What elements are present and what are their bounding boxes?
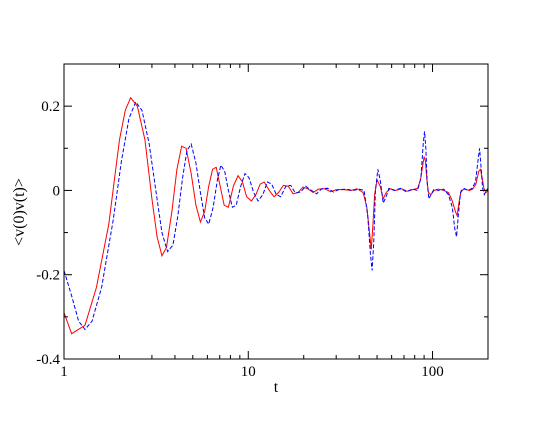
series-line-2 [63,100,489,331]
plot-frame [63,63,489,360]
x-axis-title: t [274,379,279,396]
y-axis-title: <v(0)v(t)> [11,178,28,246]
y-tick-label: 0 [53,183,61,199]
series-layer [63,96,489,335]
series-line-1 [63,96,489,335]
x-tick-label: 1 [60,364,68,380]
y-tick-label: -0.2 [36,268,60,284]
x-tick-label: 100 [421,364,444,380]
x-tick-label: 10 [241,364,256,380]
y-tick-label: -0.4 [36,352,60,368]
ticks-layer: 1 10 100 -0.4 -0.2 0 0.2 [36,63,489,380]
y-tick-label: 0.2 [41,99,60,115]
